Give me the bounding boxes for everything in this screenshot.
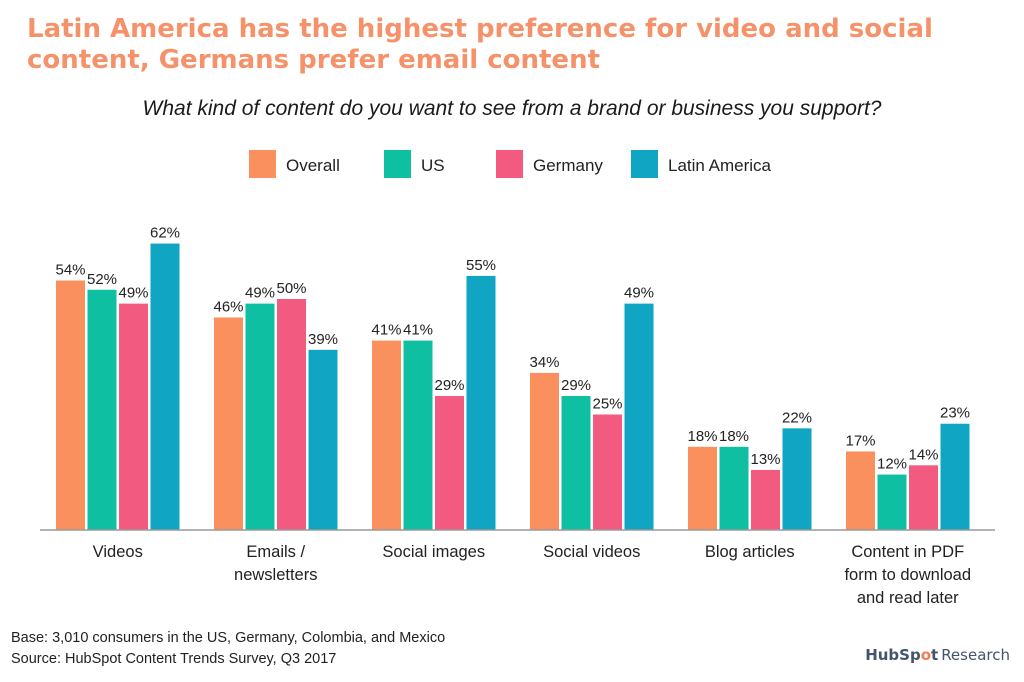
bar: [277, 299, 306, 530]
bar: [308, 349, 338, 530]
bar: [624, 303, 654, 530]
data-label: 55%: [466, 257, 496, 274]
category-label: Social videos: [543, 543, 640, 561]
bar: [150, 243, 180, 530]
bar: [751, 469, 780, 530]
bar: [214, 317, 243, 530]
legend-swatch: [249, 150, 276, 178]
legend-label: Overall: [286, 156, 340, 175]
bar: [245, 303, 275, 530]
bar: [719, 446, 749, 530]
data-label: 25%: [592, 396, 622, 413]
data-label: 12%: [877, 456, 907, 473]
category-label: form to download: [844, 566, 971, 584]
category-label: Emails /: [246, 543, 305, 561]
data-label: 54%: [55, 262, 85, 279]
data-label: 22%: [782, 409, 812, 426]
logo-name-end: t: [931, 646, 939, 664]
legend-label: US: [421, 156, 445, 175]
bar: [466, 275, 496, 530]
bar: [372, 340, 401, 530]
data-label: 18%: [719, 428, 749, 445]
bar: [909, 465, 938, 530]
bar: [403, 340, 433, 530]
data-label: 18%: [687, 428, 717, 445]
logo-suffix: Research: [941, 646, 1010, 664]
legend-label: Germany: [533, 156, 603, 175]
bar: [56, 280, 85, 530]
bar: [846, 451, 875, 530]
data-label: 50%: [276, 280, 306, 297]
category-label: Content in PDF: [851, 543, 964, 561]
bar: [940, 423, 970, 530]
data-label: 29%: [434, 377, 464, 394]
category-label: and read later: [857, 589, 959, 607]
data-label: 23%: [940, 405, 970, 422]
data-label: 46%: [213, 298, 243, 315]
data-label: 62%: [150, 225, 180, 242]
legend-swatch: [496, 150, 523, 178]
data-label: 34%: [529, 354, 559, 371]
bar: [877, 474, 907, 530]
bar: [561, 396, 591, 530]
data-label: 41%: [371, 322, 401, 339]
legend-swatch: [631, 150, 658, 178]
bar: [435, 396, 464, 530]
bar: [782, 428, 812, 530]
category-label: newsletters: [234, 566, 317, 584]
chart-title: What kind of content do you want to see …: [142, 97, 882, 120]
data-label: 49%: [624, 285, 654, 302]
data-label: 49%: [245, 285, 275, 302]
bar: [593, 414, 622, 530]
bar: [119, 303, 148, 530]
footnote-source: Source: HubSpot Content Trends Survey, Q…: [11, 651, 337, 667]
chart-headline: Latin America has the highest preference…: [27, 14, 933, 75]
category-label: Blog articles: [705, 543, 795, 561]
bar: [87, 289, 117, 530]
bar: [688, 446, 717, 530]
data-label: 52%: [87, 271, 117, 288]
sprocket-icon: o: [920, 646, 932, 664]
category-label: Social images: [382, 543, 485, 561]
data-label: 49%: [118, 285, 148, 302]
data-label: 39%: [308, 331, 338, 348]
category-label: Videos: [93, 543, 143, 561]
data-label: 14%: [908, 446, 938, 463]
bar: [530, 372, 559, 530]
legend-swatch: [384, 150, 411, 178]
logo-name-start: HubSp: [865, 646, 921, 664]
data-label: 29%: [561, 377, 591, 394]
data-label: 41%: [403, 322, 433, 339]
data-label: 13%: [750, 451, 780, 468]
data-label: 17%: [845, 432, 875, 449]
legend-label: Latin America: [668, 156, 772, 175]
footnote-base: Base: 3,010 consumers in the US, Germany…: [11, 630, 446, 646]
hubspot-research-logo: HubSpot Research: [865, 646, 1010, 664]
